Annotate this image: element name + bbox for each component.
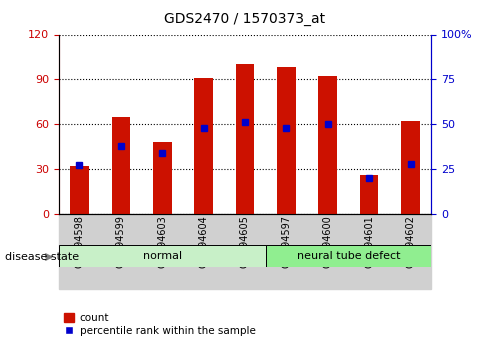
Bar [100,214,142,289]
Bar [348,214,390,289]
Bar [401,121,420,214]
Bar [195,78,213,214]
Bar [224,214,266,289]
Bar [59,214,100,289]
Bar [318,76,337,214]
Bar [59,245,266,267]
Text: GDS2470 / 1570373_at: GDS2470 / 1570373_at [165,12,325,26]
Bar [153,142,172,214]
Legend: count, percentile rank within the sample: count, percentile rank within the sample [64,313,255,336]
Bar [266,245,431,267]
Bar [112,117,130,214]
Bar [183,214,224,289]
Bar [142,214,183,289]
Bar [360,175,378,214]
Text: neural tube defect: neural tube defect [296,251,400,261]
Bar [236,65,254,214]
Text: disease state: disease state [5,252,79,262]
Bar [390,214,431,289]
Text: normal: normal [143,251,182,261]
Bar [277,67,295,214]
Bar [307,214,348,289]
Bar [266,214,307,289]
Bar [70,166,89,214]
